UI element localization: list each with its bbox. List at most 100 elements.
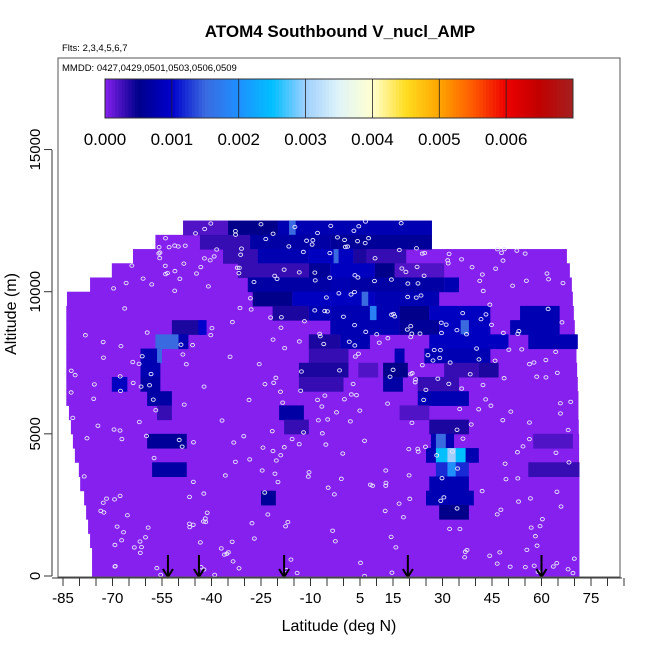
- sample-point: [539, 517, 545, 522]
- colorbar-swatch: [118, 79, 123, 118]
- sample-point: [489, 322, 494, 328]
- sample-point: [315, 230, 320, 236]
- sample-point: [315, 397, 320, 403]
- heatmap-cell: [272, 305, 309, 321]
- sample-point: [246, 397, 252, 403]
- colorbar-swatch: [526, 79, 531, 118]
- heatmap-cell: [228, 220, 278, 236]
- sample-point: [565, 427, 571, 433]
- sample-point: [457, 406, 463, 412]
- sample-point: [356, 351, 361, 356]
- colorbar-swatch: [469, 79, 474, 118]
- sample-point: [117, 374, 123, 379]
- sample-point: [454, 506, 460, 511]
- sample-point: [341, 314, 346, 319]
- sample-point: [300, 249, 306, 255]
- colorbar-swatch: [131, 79, 136, 118]
- heatmap-cell: [140, 348, 161, 364]
- y-tick-label: 5000: [27, 417, 44, 450]
- colorbar-swatch: [245, 79, 250, 118]
- sample-point: [363, 219, 368, 224]
- sample-point: [296, 441, 302, 447]
- sample-point: [372, 256, 378, 261]
- sample-point: [324, 309, 330, 314]
- colorbar-swatch: [359, 79, 363, 118]
- heatmap-cell: [308, 249, 354, 264]
- colorbar-swatch: [482, 79, 487, 118]
- colorbar-swatch: [175, 79, 180, 118]
- colorbar-swatch: [522, 79, 527, 118]
- sample-point: [422, 250, 428, 256]
- x-tick-label: -55: [151, 590, 173, 607]
- sample-point: [352, 273, 358, 278]
- sample-point: [389, 312, 395, 317]
- sample-point: [181, 402, 187, 407]
- heatmap-cell: [333, 249, 339, 264]
- sample-point: [273, 375, 279, 380]
- colorbar-swatch: [268, 79, 273, 118]
- sample-point: [275, 479, 281, 485]
- sample-point: [367, 482, 373, 487]
- sample-point: [229, 319, 235, 325]
- sample-point: [566, 460, 572, 465]
- heatmap-row: [74, 448, 580, 463]
- x-tick-label: -85: [52, 590, 74, 607]
- sample-point: [91, 382, 97, 387]
- x-tick-label: -70: [102, 590, 124, 607]
- sample-point: [528, 496, 533, 501]
- sample-point: [203, 519, 209, 525]
- sample-point: [218, 546, 224, 551]
- sample-point: [508, 409, 514, 414]
- sample-point: [467, 372, 473, 377]
- heatmap-cell: [330, 277, 351, 293]
- colorbar-swatch: [278, 79, 283, 118]
- colorbar-swatch: [155, 79, 159, 118]
- sample-point: [197, 540, 203, 545]
- sample-point: [112, 564, 118, 569]
- heatmap-cell: [528, 334, 578, 350]
- sample-point: [408, 334, 414, 340]
- colorbar-swatch: [232, 79, 236, 118]
- heatmap-cell: [330, 320, 400, 335]
- sample-point: [95, 423, 101, 428]
- sample-point: [236, 265, 242, 271]
- sample-point: [269, 429, 275, 434]
- colorbar-swatch: [312, 79, 317, 118]
- colorbar-swatch: [529, 79, 534, 118]
- sample-point: [182, 243, 188, 248]
- colorbar-swatch: [185, 79, 190, 118]
- colorbar-swatch: [201, 79, 206, 118]
- colorbar-swatch: [325, 79, 330, 118]
- sample-point: [238, 252, 244, 257]
- sample-point: [341, 397, 347, 402]
- heatmap-cell: [330, 234, 432, 250]
- sample-point: [227, 354, 233, 359]
- sample-point: [193, 231, 198, 236]
- sample-point: [423, 444, 428, 449]
- sample-point: [418, 293, 424, 298]
- sample-point: [202, 226, 208, 232]
- sample-point: [123, 280, 129, 286]
- colorbar-swatch: [395, 79, 400, 118]
- colorbar-swatch: [456, 79, 460, 118]
- colorbar-swatch: [355, 79, 360, 118]
- sample-point: [247, 457, 253, 462]
- heatmap-row: [68, 405, 579, 421]
- heatmap-cell: [340, 334, 370, 350]
- sample-point: [415, 446, 421, 452]
- colorbar-swatch: [546, 79, 551, 118]
- sample-point: [236, 566, 242, 571]
- colorbar-swatch: [506, 79, 510, 118]
- sample-point: [507, 564, 513, 569]
- sample-point: [570, 570, 576, 576]
- heatmap-cell: [358, 362, 379, 378]
- sample-point: [143, 535, 148, 540]
- sample-point: [494, 247, 500, 252]
- colorbar-swatch: [315, 79, 320, 118]
- sample-point: [437, 355, 443, 361]
- sample-point: [516, 499, 521, 504]
- sample-point: [531, 563, 537, 568]
- heatmap-cell: [183, 220, 228, 236]
- sample-point: [119, 436, 125, 442]
- sample-point: [130, 380, 136, 386]
